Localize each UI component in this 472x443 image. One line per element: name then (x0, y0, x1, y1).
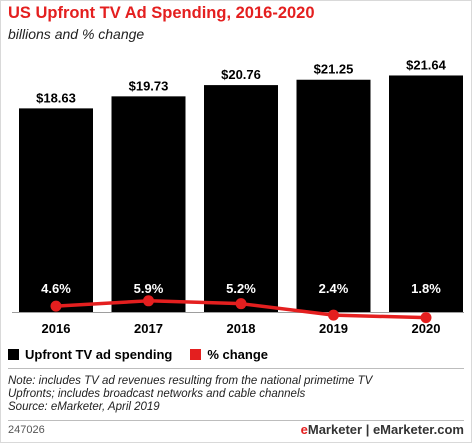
x-tick-label-2017: 2017 (134, 321, 163, 336)
bar-value-label-2020: $21.64 (406, 57, 447, 72)
change-point-2020 (420, 312, 432, 324)
chart-canvas: $18.63 $19.73 $20.76 $21.25 $21.64 2016 2017 20… (12, 57, 464, 336)
legend-item-spending: Upfront TV ad spending (8, 347, 172, 362)
x-tick-label-2020: 2020 (412, 321, 441, 336)
x-tick-label-2019: 2019 (319, 321, 348, 336)
change-point-2016 (50, 300, 62, 312)
chart-subtitle: billions and % change (8, 26, 145, 42)
chart-title: US Upfront TV Ad Spending, 2016-2020 (8, 4, 315, 22)
change-value-label-2016: 4.6% (41, 281, 71, 296)
bar-2020 (389, 75, 463, 313)
legend-item-change: % change (190, 347, 268, 362)
brand-logo: eMarketer | eMarketer.com (300, 422, 464, 437)
source-line: Source: eMarketer, April 2019 (8, 401, 160, 413)
change-value-label-2018: 5.2% (226, 281, 256, 296)
x-tick-label-2016: 2016 (42, 321, 71, 336)
bar-value-label-2019: $21.25 (314, 62, 354, 77)
note-line-1: Note: includes TV ad revenues resulting … (8, 375, 373, 387)
change-point-2018 (235, 298, 247, 310)
legend-swatch-spending (8, 348, 19, 360)
change-point-2019 (328, 309, 339, 321)
legend-swatch-change (190, 348, 202, 360)
bar-value-label-2016: $18.63 (36, 90, 76, 105)
change-point-2017 (143, 295, 154, 307)
legend: Upfront TV ad spending % change (8, 346, 286, 362)
chart-note: Note: includes TV ad revenues resulting … (8, 375, 464, 414)
bar-2019 (296, 79, 371, 312)
chart-id: 247026 (8, 424, 45, 436)
change-value-label-2019: 2.4% (319, 281, 349, 296)
bar-2016 (19, 108, 93, 312)
bar-value-label-2018: $20.76 (221, 67, 261, 82)
change-value-label-2017: 5.9% (134, 281, 164, 296)
change-value-label-2020: 1.8% (411, 281, 441, 296)
bar-value-label-2017: $19.73 (129, 78, 169, 93)
x-tick-label-2018: 2018 (227, 321, 256, 336)
divider-bottom (8, 420, 464, 421)
legend-label-change: % change (207, 346, 269, 362)
note-line-2: Upfronts; includes broadcast networks an… (8, 388, 306, 400)
bar-2018 (204, 85, 278, 312)
bar-2017 (111, 96, 186, 312)
divider-top (8, 368, 464, 369)
legend-label-spending: Upfront TV ad spending (25, 346, 173, 362)
